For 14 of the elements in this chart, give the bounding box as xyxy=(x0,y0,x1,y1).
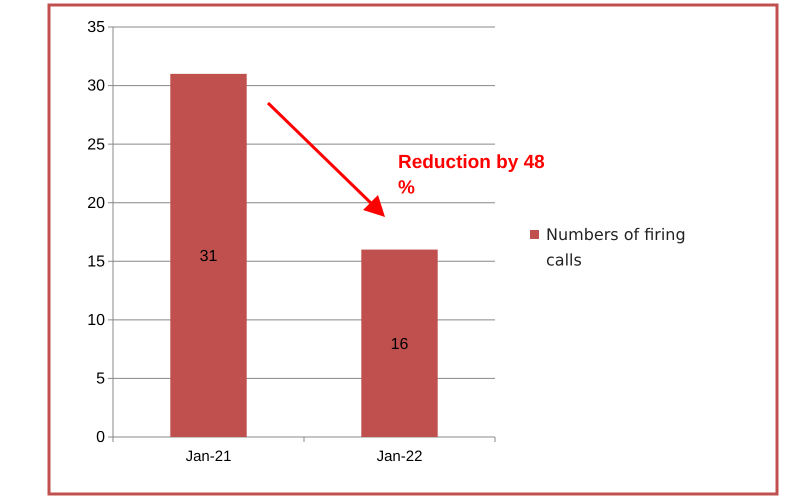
data-label: 16 xyxy=(390,336,408,353)
y-tick-label: 25 xyxy=(87,136,106,154)
y-tick-label: 20 xyxy=(87,194,106,212)
y-tick-label: 5 xyxy=(96,370,106,388)
data-label: 31 xyxy=(200,248,218,266)
y-tick-label: 30 xyxy=(87,78,106,95)
y-tick-label: 0 xyxy=(96,429,106,446)
annotation: Reduction by 48 % xyxy=(398,152,545,199)
x-tick-label: Jan-21 xyxy=(186,448,232,465)
y-tick-label: 10 xyxy=(87,312,106,329)
x-tick-label: Jan-22 xyxy=(376,448,422,465)
y-tick-label: 15 xyxy=(87,253,106,270)
y-tick-label: 35 xyxy=(87,19,106,36)
legend-label: Numbers of firing calls xyxy=(546,225,686,270)
